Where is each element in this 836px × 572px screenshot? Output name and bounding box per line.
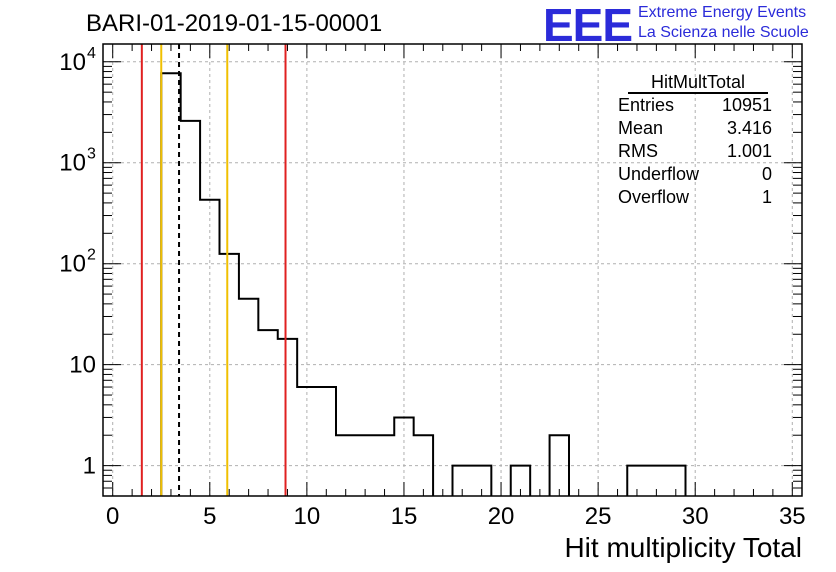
x-tick-label: 25 xyxy=(585,503,612,530)
histogram-bin xyxy=(297,387,316,496)
histogram-bin xyxy=(220,254,239,496)
stats-label: Overflow xyxy=(618,187,690,207)
y-tick-label: 10 xyxy=(59,49,86,76)
chart-title: BARI-01-2019-01-15-00001 xyxy=(86,10,383,37)
stats-value: 3.416 xyxy=(726,118,772,138)
y-tick-exponent: 3 xyxy=(87,146,96,163)
stats-value: 10951 xyxy=(721,95,772,115)
stats-row-mean: Mean 3.416 xyxy=(606,117,776,140)
stats-value: 1.001 xyxy=(726,141,772,161)
y-tick-label: 10 xyxy=(59,251,86,278)
stats-label: Underflow xyxy=(618,164,700,184)
histogram-bin xyxy=(278,339,297,496)
x-tick-label: 0 xyxy=(106,503,119,530)
org-name: Extreme Energy Events xyxy=(638,4,807,21)
histogram-bin xyxy=(336,435,355,496)
stats-value: 1 xyxy=(761,187,772,207)
histogram-bin xyxy=(239,299,258,496)
eee-logo: EEE xyxy=(543,0,633,51)
y-tick-label: 10 xyxy=(69,352,96,379)
stats-label: Entries xyxy=(618,95,675,115)
histogram-bin xyxy=(414,435,433,496)
org-subtitle: La Scienza nelle Scuole xyxy=(638,24,809,41)
stats-value: 0 xyxy=(761,164,772,184)
stats-label: RMS xyxy=(618,141,658,161)
histogram-bin xyxy=(355,435,374,496)
stats-row-entries: Entries 10951 xyxy=(606,94,776,117)
histogram-bin xyxy=(550,435,569,496)
histogram-bin xyxy=(375,435,394,496)
x-tick-label: 20 xyxy=(488,503,515,530)
y-tick-exponent: 4 xyxy=(87,45,96,62)
histogram-bin xyxy=(161,73,180,496)
x-tick-label: 30 xyxy=(682,503,709,530)
histogram-bin xyxy=(317,387,336,496)
histogram-bin xyxy=(258,330,277,496)
stats-row-overflow: Overflow 1 xyxy=(606,186,776,209)
histogram-outline xyxy=(160,72,687,496)
plot-frame xyxy=(102,43,803,497)
y-tick-label: 10 xyxy=(59,150,86,177)
x-tick-label: 35 xyxy=(779,503,806,530)
x-axis-label: Hit multiplicity Total xyxy=(564,532,802,563)
stats-label: Mean xyxy=(618,118,664,138)
x-tick-label: 10 xyxy=(294,503,321,530)
x-tick-label: 15 xyxy=(391,503,418,530)
histogram-bin xyxy=(181,121,200,496)
stats-box: HitMultTotal Entries 10951 Mean 3.416 RM… xyxy=(606,72,776,209)
stats-row-rms: RMS 1.001 xyxy=(606,140,776,163)
stats-row-underflow: Underflow 0 xyxy=(606,163,776,186)
stats-title: HitMultTotal xyxy=(628,72,768,94)
y-tick-exponent: 2 xyxy=(87,247,96,264)
x-tick-label: 5 xyxy=(203,503,216,530)
y-tick-label: 1 xyxy=(83,453,96,480)
histogram-bin xyxy=(200,200,219,496)
